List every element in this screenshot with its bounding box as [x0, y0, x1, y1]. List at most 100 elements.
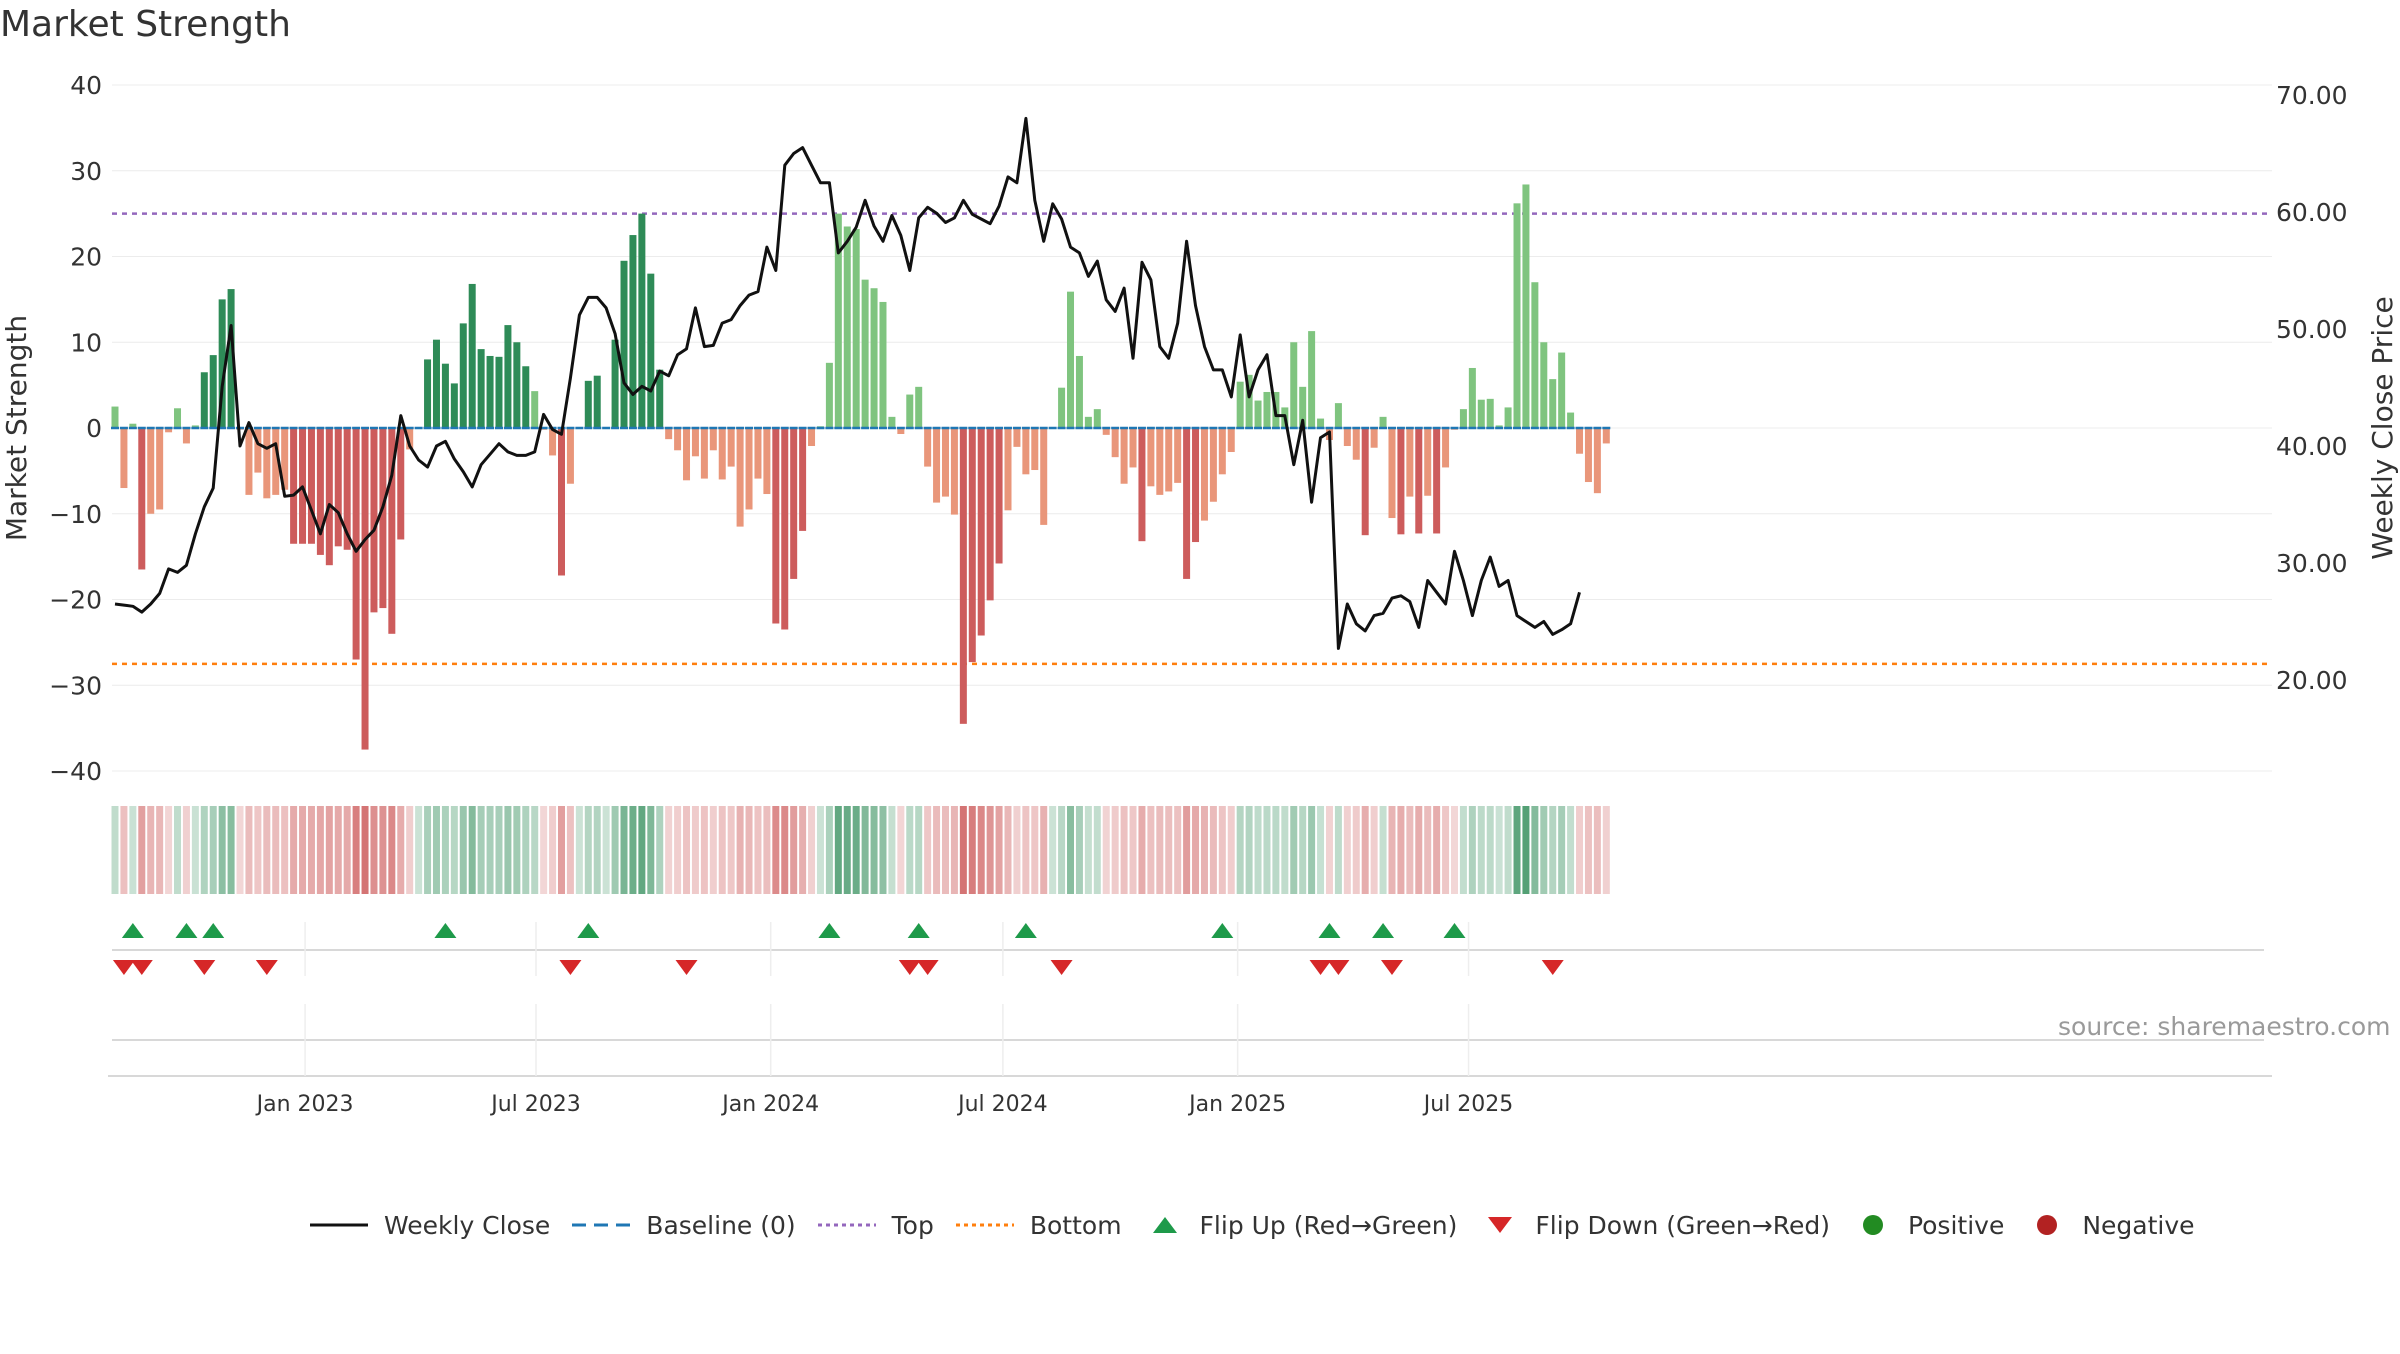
- legend-dash-swatch: [572, 1223, 631, 1227]
- strength-bar: [1504, 407, 1512, 428]
- y2-tick-label: 30.00: [2276, 549, 2348, 578]
- x-tick-label: Jan 2024: [720, 1092, 819, 1117]
- strength-bar: [1442, 428, 1450, 468]
- heat-strip-cell: [1192, 806, 1200, 894]
- strength-bar: [1120, 428, 1128, 484]
- strength-bar: [861, 279, 869, 428]
- strength-bar: [718, 428, 726, 480]
- heat-strip-cell: [281, 806, 289, 894]
- heat-strip-cell: [959, 806, 967, 894]
- heat-strip-cell: [1361, 806, 1369, 894]
- y2-tick-label: 60.00: [2276, 198, 2348, 227]
- heat-strip-cell: [950, 806, 958, 894]
- heat-strip-cell: [1138, 806, 1146, 894]
- heat-strip-cell: [977, 806, 985, 894]
- heat-strip-cell: [1406, 806, 1414, 894]
- y2-tick-label: 50.00: [2276, 315, 2348, 344]
- flip-down-marker: [675, 960, 698, 975]
- strength-bar: [1531, 282, 1539, 428]
- heat-strip-cell: [1156, 806, 1164, 894]
- heat-strip-cell: [674, 806, 682, 894]
- heat-strip-cell: [174, 806, 182, 894]
- heat-strip-cell: [1317, 806, 1325, 894]
- heat-strip-cell: [1397, 806, 1405, 894]
- flip-up-marker: [907, 923, 930, 938]
- strength-bar: [1236, 381, 1244, 428]
- x-tick-label: Jul 2025: [1422, 1092, 1514, 1117]
- heat-strip-cell: [808, 806, 816, 894]
- heat-strip-cell: [888, 806, 896, 894]
- y2-axis-title: Weekly Close Price: [2366, 296, 2399, 559]
- heat-strip-cell: [870, 806, 878, 894]
- heat-strip-cell: [1415, 806, 1423, 894]
- strength-bar: [263, 428, 271, 499]
- flip-down-marker: [1541, 960, 1564, 975]
- strength-bar: [1227, 428, 1235, 453]
- strength-bar: [406, 428, 414, 450]
- heat-strip-cell: [209, 806, 217, 894]
- heat-strip-cell: [415, 806, 423, 894]
- strength-bar: [227, 289, 235, 428]
- heat-strip-cell: [227, 806, 235, 894]
- flip-up-marker: [1443, 923, 1466, 938]
- heat-strip-cell: [781, 806, 789, 894]
- strength-bar: [1343, 428, 1351, 447]
- heat-strip-cell: [566, 806, 574, 894]
- legend-item-flip-down: Flip Down (Green→Red): [1479, 1211, 1830, 1240]
- heat-strip-cell: [1522, 806, 1530, 894]
- heat-strip-cell: [316, 806, 324, 894]
- heat-strip-cell: [1049, 806, 1057, 894]
- heat-strip-cell: [504, 806, 512, 894]
- strength-bar: [129, 423, 137, 428]
- strength-bar: [1245, 374, 1253, 428]
- legend-item-positive: Positive: [1852, 1211, 2004, 1240]
- strength-bar: [1486, 398, 1494, 428]
- strength-bar: [1388, 428, 1396, 519]
- x-tick-label: Jan 2023: [255, 1092, 354, 1117]
- heat-strip-cell: [477, 806, 485, 894]
- strength-bar: [1549, 379, 1557, 428]
- strength-bar: [441, 363, 449, 428]
- strength-bar: [325, 428, 333, 566]
- flip-down-marker: [559, 960, 582, 975]
- y-tick-label: 20: [70, 243, 102, 272]
- heat-strip-cell: [129, 806, 137, 894]
- strength-bar: [165, 428, 173, 433]
- legend-label-baseline: Baseline (0): [646, 1210, 796, 1240]
- heat-strip-cell: [120, 806, 128, 894]
- y-tick-label: −40: [49, 757, 102, 786]
- strength-bar: [1263, 391, 1271, 428]
- legend-label-flip-down: Flip Down (Green→Red): [1535, 1210, 1830, 1240]
- flip-up-marker: [175, 923, 198, 938]
- heat-strip-cell: [638, 806, 646, 894]
- strength-bar: [638, 213, 646, 428]
- strength-bar: [1406, 428, 1414, 497]
- heat-strip-cell: [1183, 806, 1191, 894]
- heat-strip-cell: [620, 806, 628, 894]
- heat-strip-cell: [1540, 806, 1548, 894]
- strength-bar: [549, 428, 557, 456]
- heat-strip-cell: [1263, 806, 1271, 894]
- heat-strip-cell: [191, 806, 199, 894]
- heat-strip-cell: [379, 806, 387, 894]
- strength-bar: [1299, 386, 1307, 428]
- heat-strip-cell: [1013, 806, 1021, 894]
- heat-strip-cell: [736, 806, 744, 894]
- strength-bar: [968, 428, 976, 663]
- heat-strip-cell: [968, 806, 976, 894]
- strength-bar: [522, 366, 530, 428]
- strength-bar: [138, 428, 146, 570]
- heat-strip-cell: [424, 806, 432, 894]
- strength-bar: [477, 349, 485, 428]
- heat-strip-cell: [700, 806, 708, 894]
- heat-strip-cell: [406, 806, 414, 894]
- strength-bar: [727, 428, 735, 467]
- strength-bar: [593, 375, 601, 428]
- strength-bar: [1593, 428, 1601, 494]
- strength-bar: [1522, 184, 1530, 428]
- heat-strip-cell: [1281, 806, 1289, 894]
- heat-strip-cell: [933, 806, 941, 894]
- strength-bar: [1415, 428, 1423, 534]
- strength-bar: [825, 362, 833, 428]
- heat-strip-cell: [1299, 806, 1307, 894]
